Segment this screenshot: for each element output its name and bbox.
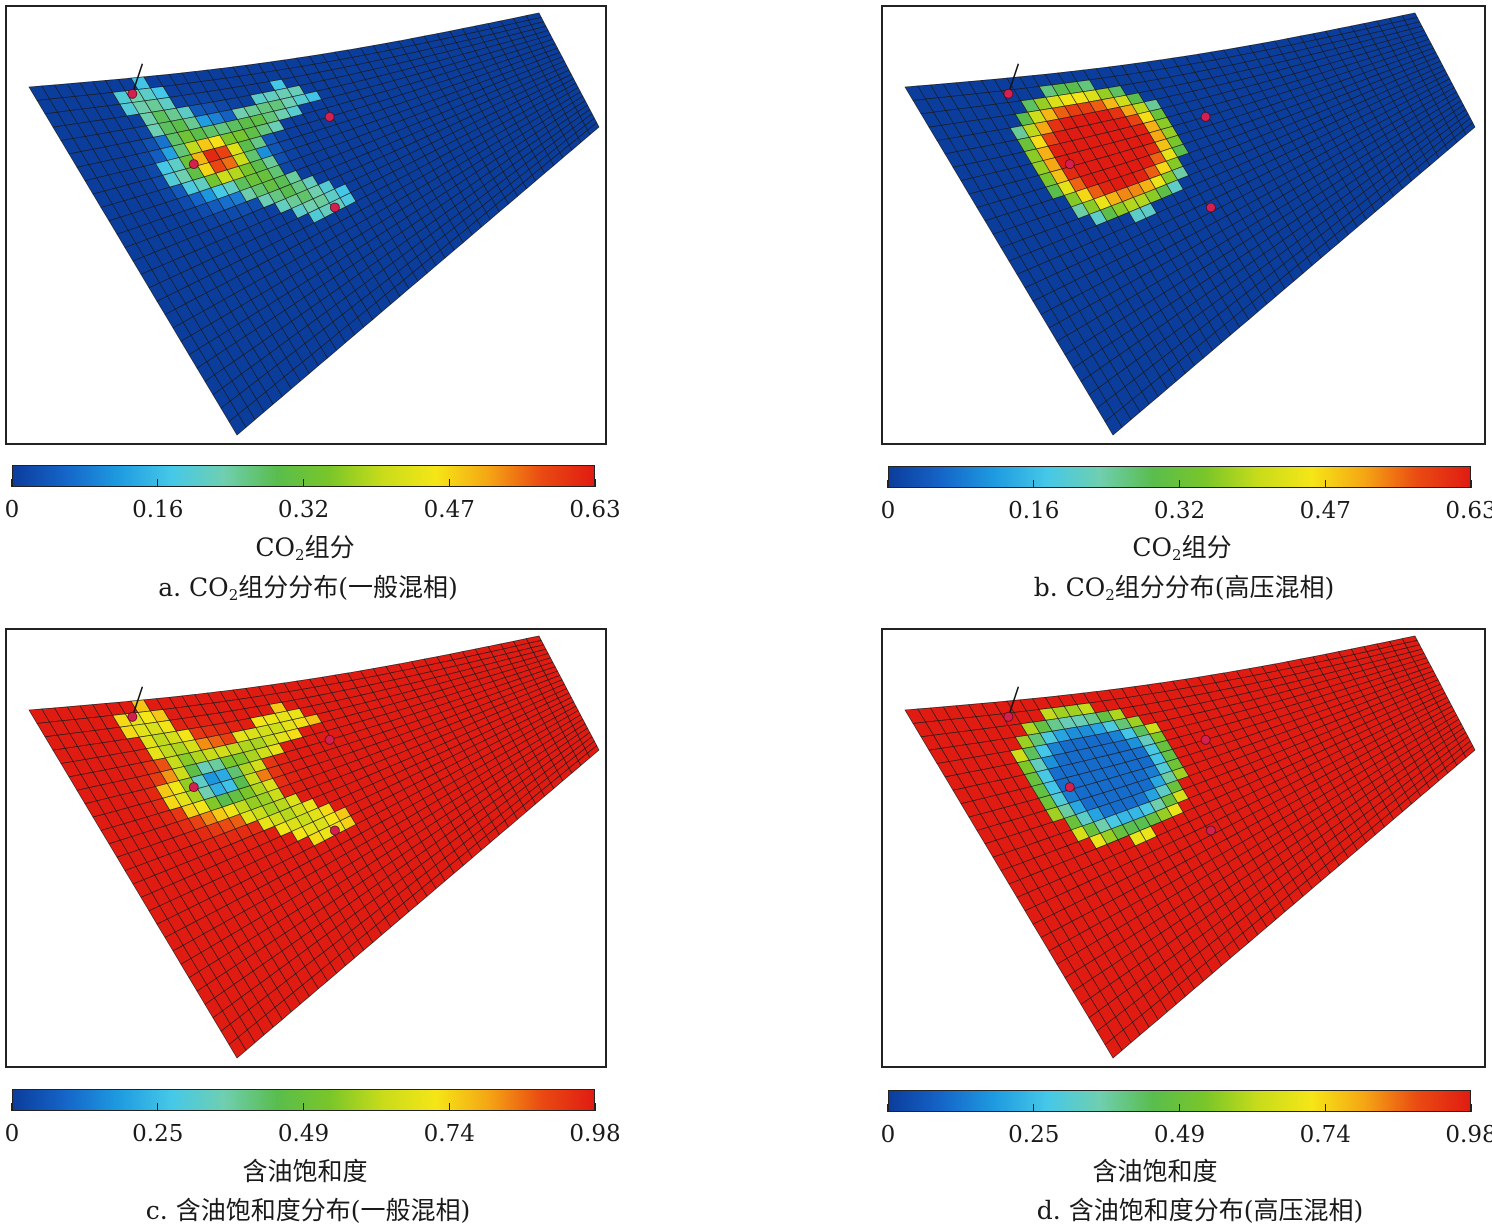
map-frame-b [881,5,1486,445]
grid-cell [587,745,600,759]
colorbar-tick [1178,480,1181,488]
colorbar-tick [594,1103,596,1111]
well-marker [127,88,138,99]
colorbar-tick-label: 0.25 [132,1121,184,1147]
well-marker [329,202,340,213]
caption-b: b. CO2组分分布(高压混相) [1033,573,1335,604]
map-frame-a [5,5,607,445]
colorbar-tick [302,1103,305,1111]
colorbar-tick [1033,1104,1035,1112]
colorbar-tick-label: 0 [880,498,896,524]
well-marker [1200,112,1211,122]
reservoir-map-a [28,12,600,436]
colorbar-tick-label: 0.49 [277,1121,330,1147]
reservoir-map-d [904,635,1476,1059]
colorbar-tick-label: 0.16 [132,497,184,523]
colorbar-tick-label: 0.74 [1299,1122,1351,1148]
colorbar-tick [1324,1104,1326,1112]
well-marker [1003,711,1014,722]
colorbar-tick [448,1103,450,1111]
colorbar-tick-label: 0.74 [423,1121,475,1147]
well-marker [324,735,335,745]
caption-a: a. CO2组分分布(一般混相) [158,573,458,604]
colorbar-tick-label: 0.32 [277,497,330,523]
colorbar-label-a: CO2组分 [255,533,355,564]
well-marker [1003,88,1014,99]
well-marker [1205,825,1216,836]
colorbar-tick-label: 0.16 [1008,498,1060,524]
colorbar-tick-label: 0.98 [569,1121,621,1147]
well-trajectory [131,686,144,717]
colorbar-label-b: CO2组分 [1132,533,1232,564]
well-marker [329,825,340,836]
well-marker [1200,735,1211,745]
well-trajectory [1007,686,1020,717]
well-marker [127,711,138,722]
colorbar-tick-label: 0.49 [1153,1122,1206,1148]
well-marker [1064,782,1075,793]
reservoir-map-c [28,635,600,1059]
caption-c: c. 含油饱和度分布(一般混相) [145,1196,471,1225]
colorbar-tick [1033,480,1035,488]
map-frame-c [5,628,607,1068]
colorbar-tick [302,479,305,487]
colorbar-tick [1470,1104,1472,1112]
colorbar-tick [1178,1104,1181,1112]
colorbar-tick-label: 0.32 [1153,498,1206,524]
grid-cell [587,122,600,136]
colorbar-tick-label: 0 [4,497,20,523]
colorbar-tick-label: 0.25 [1008,1122,1060,1148]
colorbar-label-c: 含油饱和度 [242,1157,368,1186]
well-trajectory [1007,63,1020,94]
colorbar-tick [887,480,889,488]
colorbar-tick [157,1103,159,1111]
well-marker [1205,202,1216,213]
reservoir-map-b [904,12,1476,436]
grid-cell [1463,122,1476,136]
well-trajectory [131,63,144,94]
well-marker [1064,159,1075,170]
colorbar-tick-label: 0.47 [423,497,475,523]
colorbar-tick [887,1104,889,1112]
colorbar-tick [594,479,596,487]
colorbar-tick-label: 0.63 [1445,498,1492,524]
colorbar-tick-label: 0.47 [1299,498,1351,524]
colorbar-tick [157,479,159,487]
map-frame-d [881,628,1486,1068]
colorbar-tick-label: 0 [880,1122,896,1148]
colorbar-tick [1324,480,1326,488]
colorbar-tick-label: 0 [4,1121,20,1147]
colorbar-tick-label: 0.98 [1445,1122,1492,1148]
caption-d: d. 含油饱和度分布(高压混相) [1036,1196,1364,1225]
colorbar-label-d: 含油饱和度 [1092,1157,1218,1186]
well-marker [188,159,199,170]
well-marker [324,112,335,122]
colorbar-tick-label: 0.63 [569,497,621,523]
colorbar-tick [448,479,450,487]
colorbar-tick [1470,480,1472,488]
well-marker [188,782,199,793]
colorbar-tick [11,479,13,487]
grid-cell [1463,745,1476,759]
colorbar-tick [11,1103,13,1111]
